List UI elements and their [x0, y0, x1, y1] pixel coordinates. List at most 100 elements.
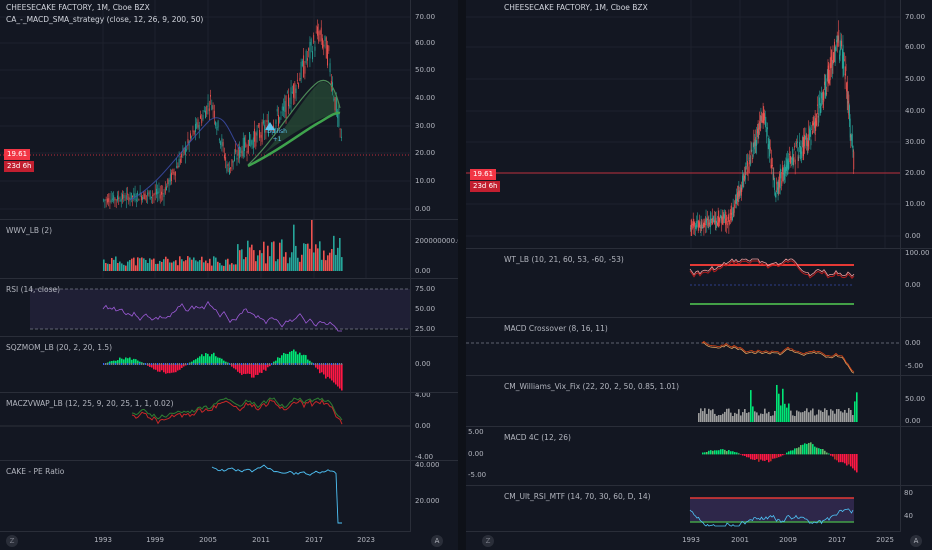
squeeze-dot — [293, 363, 295, 365]
macd-4c-pane[interactable]: MACD 4C (12, 26) — [466, 427, 900, 485]
macd4c-bar — [780, 454, 782, 457]
squeeze-dot — [113, 363, 115, 365]
momentum-bar — [117, 360, 119, 365]
candle-body — [804, 134, 805, 147]
price-plot[interactable] — [0, 0, 410, 219]
macd4c-bar — [848, 454, 850, 465]
volume-bar — [265, 263, 267, 271]
momentum-bar — [219, 357, 221, 365]
wt-pane[interactable]: WT_LB (10, 21, 60, 53, -60, -53) — [466, 249, 900, 317]
ult-rsi-pane[interactable]: CM_Ult_RSI_MTF (14, 70, 30, 60, D, 14) — [466, 486, 900, 532]
macd4c-bar — [776, 454, 778, 458]
price-scale[interactable]: 70.00 60.00 50.00 40.00 30.00 20.00 10.0… — [410, 0, 466, 532]
vix-bar — [830, 409, 832, 422]
auto-scale-icon[interactable]: A — [910, 535, 922, 547]
price-tick: 20.00 — [415, 149, 436, 157]
squeeze-dot — [337, 363, 339, 365]
price-plot[interactable] — [466, 0, 900, 248]
candle-body — [729, 220, 731, 222]
candle-body — [708, 222, 710, 224]
maczvwap-pane[interactable]: MACZVWAP_LB (12, 25, 9, 20, 25, 1, 1, 0.… — [0, 393, 410, 460]
vix-bar — [776, 384, 778, 422]
candle-body — [754, 141, 756, 150]
vix-fix-pane[interactable]: CM_Williams_Vix_Fix (22, 20, 2, 50, 0.85… — [466, 376, 900, 426]
indicator-title[interactable]: SQZMOM_LB (20, 2, 20, 1.5) — [6, 343, 113, 352]
macd4c-bar — [760, 454, 762, 460]
candle-body — [315, 31, 317, 33]
indicator-title[interactable]: CM_Williams_Vix_Fix (22, 20, 2, 50, 0.85… — [504, 382, 680, 391]
indicator-title[interactable]: MACD 4C (12, 26) — [504, 433, 571, 442]
squeeze-dot — [171, 363, 173, 365]
momentum-bar — [149, 364, 151, 367]
x-tick: 2005 — [199, 536, 217, 544]
indicator-title[interactable]: MACD Crossover (8, 16, 11) — [504, 324, 608, 333]
indicator-title[interactable]: RSI (14, close) — [6, 285, 61, 294]
price-scale[interactable]: 70.00 60.00 50.00 40.00 30.00 20.00 10.0… — [900, 0, 932, 532]
volume-bar — [149, 258, 151, 271]
candle-body — [734, 204, 736, 208]
candle-body — [777, 187, 778, 190]
candle-body — [772, 172, 774, 180]
main-price-pane[interactable]: CHEESECAKE FACTORY, 1M, Cboe BZX CA_-_MA… — [0, 0, 410, 219]
candle-body — [821, 93, 823, 99]
left-chart[interactable]: CHEESECAKE FACTORY, 1M, Cboe BZX CA_-_MA… — [0, 0, 466, 550]
sqzmom-pane[interactable]: SQZMOM_LB (20, 2, 20, 1.5) — [0, 337, 410, 392]
indicator-title[interactable]: CAKE - PE Ratio — [6, 467, 65, 476]
vix-bar — [750, 390, 752, 422]
symbol-title[interactable]: CHEESECAKE FACTORY, 1M, Cboe BZX — [504, 3, 648, 12]
volume-bar — [329, 252, 331, 271]
indicator-title[interactable]: CM_Ult_RSI_MTF (14, 70, 30, 60, D, 14) — [504, 492, 651, 501]
momentum-bar — [239, 364, 241, 374]
momentum-bar — [317, 364, 319, 370]
time-axis[interactable]: 1993 2001 2009 2017 2025 — [466, 531, 900, 550]
right-chart[interactable]: CHEESECAKE FACTORY, 1M, Cboe BZX 19.61 2… — [466, 0, 932, 550]
rsi-pane[interactable]: RSI (14, close) — [0, 279, 410, 336]
candle-body — [319, 30, 321, 35]
squeeze-dot — [159, 363, 161, 365]
candle-body — [775, 191, 777, 198]
volume-bar — [245, 257, 247, 271]
zoom-icon[interactable]: Z — [482, 535, 494, 547]
zoom-icon[interactable]: Z — [6, 535, 18, 547]
candle-body — [776, 181, 778, 185]
squeeze-dot — [179, 363, 181, 365]
volume-bar — [327, 255, 329, 271]
volume-bar — [271, 242, 273, 271]
candle-body — [157, 191, 159, 194]
candle-body — [216, 126, 218, 131]
candle-body — [310, 39, 312, 46]
candle-body — [109, 201, 111, 203]
strategy-title[interactable]: CA_-_MACD_SMA_strategy (close, 12, 26, 9… — [6, 15, 204, 24]
symbol-title[interactable]: CHEESECAKE FACTORY, 1M, Cboe BZX — [6, 3, 150, 12]
candle-body — [164, 187, 166, 194]
indicator-title[interactable]: WWV_LB (2) — [6, 226, 53, 235]
rsi-tick: 50.00 — [415, 305, 436, 313]
candle-body — [707, 218, 709, 221]
vix-bar — [850, 409, 852, 422]
candle-body — [324, 35, 326, 41]
countdown-tag: 23d 6h — [4, 161, 35, 172]
pe-ratio-pane[interactable]: CAKE - PE Ratio — [0, 461, 410, 532]
momentum-bar — [211, 354, 213, 365]
vix-bar — [854, 401, 856, 422]
time-axis[interactable]: 1993 1999 2005 2011 2017 2023 — [0, 531, 410, 550]
chart-splitter[interactable] — [458, 0, 466, 550]
volume-bar — [211, 265, 213, 271]
momentum-bar — [259, 364, 261, 373]
candle-body — [769, 141, 771, 157]
candle-body — [222, 142, 224, 146]
candle-body — [691, 223, 693, 229]
momentum-bar — [127, 358, 129, 365]
wwv-pane[interactable]: WWV_LB (2) — [0, 220, 410, 278]
indicator-title[interactable]: MACZVWAP_LB (12, 25, 9, 20, 25, 1, 1, 0.… — [6, 399, 174, 408]
candle-body — [213, 110, 215, 119]
macd-crossover-pane[interactable]: MACD Crossover (8, 16, 11) — [466, 318, 900, 375]
indicator-title[interactable]: WT_LB (10, 21, 60, 53, -60, -53) — [504, 255, 624, 264]
main-price-pane[interactable]: CHEESECAKE FACTORY, 1M, Cboe BZX — [466, 0, 900, 248]
macd4c-bar — [818, 448, 820, 455]
candle-body — [200, 115, 201, 119]
rsi-mtf-tick: 40 — [904, 512, 913, 520]
auto-scale-icon[interactable]: A — [431, 535, 443, 547]
macd4c-bar — [792, 450, 794, 455]
macd4c-bar — [808, 442, 810, 455]
